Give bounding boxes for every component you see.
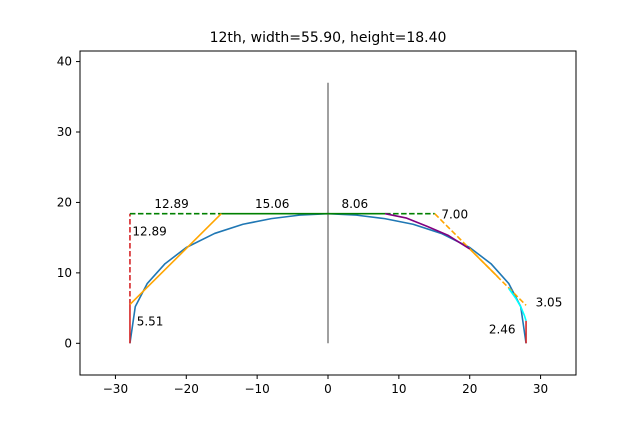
x-axis: −30 −20 −10 0 10 20 30 [103,375,548,396]
y-tick-label: 20 [57,195,72,209]
series-right-tangent-solid [469,248,499,278]
chart-title: 12th, width=55.90, height=18.40 [210,30,447,46]
series-cyan-segment [508,287,527,322]
x-tick-label: −10 [244,382,269,396]
x-tick-label: −20 [174,382,199,396]
annotation-label: 12.89 [132,225,166,239]
y-tick-label: 10 [57,266,72,280]
y-tick-label: 40 [57,55,72,69]
plot-area: 12.89 12.89 15.06 8.06 7.00 5.51 3.05 2.46 [129,82,563,344]
y-tick-label: 0 [64,336,72,350]
annotation-label: 12.89 [154,197,188,211]
x-tick-label: 0 [324,382,332,396]
annotation-label: 3.05 [536,296,563,310]
annotation-label: 2.46 [489,322,516,336]
x-tick-label: −30 [103,382,128,396]
x-tick-label: 10 [391,382,406,396]
x-tick-label: 20 [462,382,477,396]
x-tick-label: 30 [533,382,548,396]
y-axis: 0 10 20 30 40 [57,55,80,350]
series-purple-segment [384,212,471,250]
annotation-label: 8.06 [341,197,368,211]
annotation-label: 7.00 [441,208,468,222]
y-tick-label: 30 [57,125,72,139]
annotation-label: 5.51 [137,315,164,329]
series-left-tangent [129,213,222,306]
annotation-label: 15.06 [255,197,289,211]
